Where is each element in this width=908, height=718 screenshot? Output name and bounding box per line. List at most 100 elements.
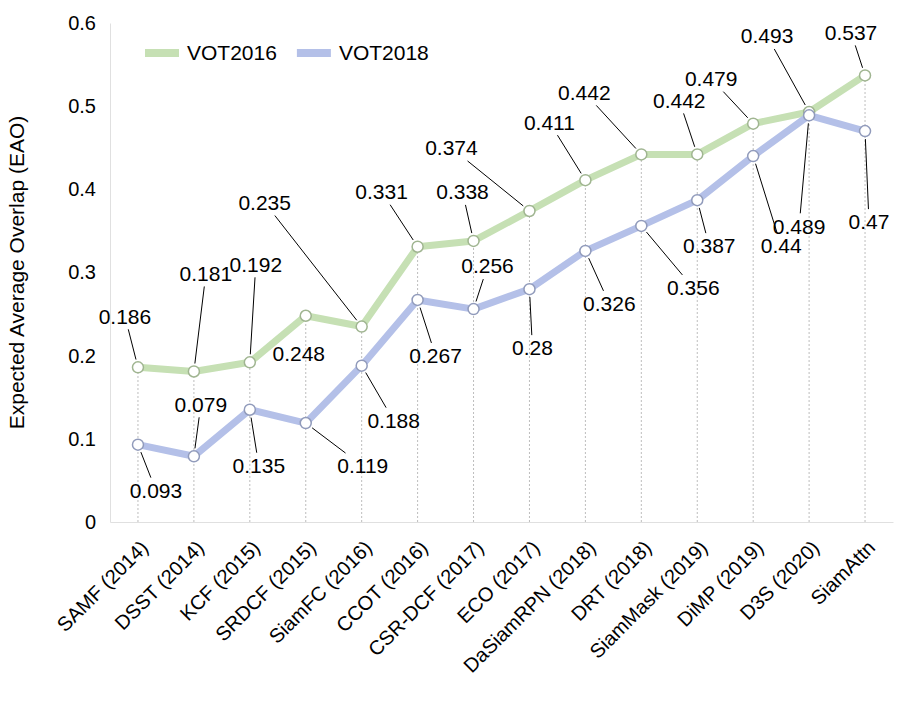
leader-line bbox=[646, 232, 682, 275]
point-marker bbox=[132, 439, 143, 450]
y-axis-title: Expected Average Overlap (EAO) bbox=[5, 116, 28, 430]
grid-line bbox=[697, 154, 698, 522]
x-axis-line bbox=[111, 522, 894, 523]
grid-line bbox=[473, 241, 474, 522]
x-tick-label: SRDCF (2015) bbox=[211, 536, 320, 645]
data-label: 0.374 bbox=[425, 136, 478, 159]
data-label: 0.331 bbox=[355, 180, 408, 203]
y-tick-label: 0.3 bbox=[68, 261, 96, 283]
data-labels: 0.186 0.1810.192 0.248 0.235 0.331 0.338 0.374… bbox=[99, 21, 890, 502]
y-tick: 0.3 bbox=[68, 261, 110, 283]
y-tick: 0.4 bbox=[68, 178, 110, 200]
data-label: 0.248 bbox=[272, 342, 325, 365]
leader-line bbox=[468, 161, 524, 206]
series-line bbox=[138, 115, 865, 456]
data-label: 0.235 bbox=[238, 191, 291, 214]
data-label: 0.256 bbox=[461, 254, 514, 277]
legend-swatch bbox=[145, 49, 179, 57]
data-label: 0.181 bbox=[180, 262, 233, 285]
point-marker bbox=[468, 235, 479, 246]
point-marker bbox=[300, 310, 311, 321]
y-tick: 0 bbox=[85, 511, 110, 533]
grid-line bbox=[361, 327, 362, 522]
point-marker bbox=[692, 149, 703, 160]
y-tick-label: 0.2 bbox=[68, 345, 96, 367]
grid-line bbox=[417, 247, 418, 522]
data-label: 0.28 bbox=[512, 336, 553, 359]
data-label: 0.47 bbox=[849, 210, 890, 233]
y-tick: 0.5 bbox=[68, 95, 110, 117]
y-tick: 0.1 bbox=[68, 428, 110, 450]
leader-line bbox=[855, 45, 862, 67]
data-label: 0.186 bbox=[99, 305, 152, 328]
point-marker bbox=[580, 175, 591, 186]
series-line bbox=[138, 75, 865, 371]
grid bbox=[138, 75, 865, 522]
y-tick: 0.6 bbox=[68, 12, 110, 34]
legend-label: VOT2016 bbox=[187, 41, 277, 64]
y-tick-label: 0.5 bbox=[68, 95, 96, 117]
data-label: 0.387 bbox=[683, 234, 736, 257]
data-label: 0.411 bbox=[524, 111, 575, 134]
legend-swatch bbox=[297, 49, 331, 57]
point-marker bbox=[748, 151, 759, 162]
grid-line bbox=[641, 154, 642, 522]
leader-line bbox=[684, 113, 695, 146]
leader-line bbox=[141, 452, 151, 478]
point-marker bbox=[300, 418, 311, 429]
leader-line bbox=[366, 373, 386, 408]
plot-area bbox=[132, 70, 870, 462]
leader-line bbox=[420, 308, 431, 343]
leader-line bbox=[774, 49, 805, 105]
data-label: 0.44 bbox=[761, 234, 802, 257]
point-marker bbox=[132, 362, 143, 373]
grid-line bbox=[529, 211, 530, 522]
data-label: 0.442 bbox=[653, 89, 706, 112]
leader-line bbox=[128, 329, 136, 359]
data-label: 0.188 bbox=[367, 409, 420, 432]
leader-line bbox=[530, 297, 532, 335]
x-tick: D3S (2020) bbox=[736, 522, 824, 624]
x-tick-label: SiamAttn bbox=[806, 536, 879, 609]
point-marker bbox=[412, 241, 423, 252]
x-tick-label: D3S (2020) bbox=[736, 536, 824, 624]
point-marker bbox=[524, 284, 535, 295]
data-label: 0.267 bbox=[409, 344, 462, 367]
y-axis: 0 0.1 0.2 0.3 0.4 0.5 0.6 bbox=[68, 12, 110, 533]
data-label: 0.192 bbox=[230, 253, 283, 276]
leader-line bbox=[251, 418, 257, 453]
x-tick: SiamFC (2016) bbox=[265, 522, 376, 648]
grid-line bbox=[249, 362, 250, 522]
data-label: 0.356 bbox=[667, 276, 720, 299]
x-tick: CSR-DCF (2017) bbox=[364, 522, 488, 660]
leader-line bbox=[275, 216, 357, 321]
point-marker bbox=[860, 70, 871, 81]
leader-line bbox=[800, 123, 808, 213]
leader-line bbox=[699, 208, 706, 233]
data-label: 0.079 bbox=[175, 393, 228, 416]
point-marker bbox=[188, 451, 199, 462]
data-label: 0.119 bbox=[337, 454, 388, 477]
data-label: 0.537 bbox=[825, 21, 878, 44]
point-marker bbox=[244, 357, 255, 368]
point-marker bbox=[468, 304, 479, 315]
leader-line bbox=[589, 258, 604, 291]
data-label: 0.338 bbox=[436, 180, 489, 203]
leader-line bbox=[312, 428, 345, 453]
y-tick: 0.2 bbox=[68, 345, 110, 367]
y-axis-line bbox=[110, 24, 111, 523]
leader-line bbox=[865, 139, 868, 209]
leader-line bbox=[596, 105, 636, 148]
data-label: 0.442 bbox=[558, 81, 611, 104]
leader-line bbox=[195, 417, 199, 448]
x-tick: SiamAttn bbox=[806, 522, 879, 609]
data-label: 0.493 bbox=[741, 24, 794, 47]
legend-label: VOT2018 bbox=[339, 41, 429, 64]
point-marker bbox=[804, 110, 815, 121]
point-marker bbox=[244, 404, 255, 415]
point-marker bbox=[524, 205, 535, 216]
leader-line bbox=[390, 205, 413, 240]
point-marker bbox=[356, 360, 367, 371]
point-marker bbox=[412, 294, 423, 305]
data-label: 0.489 bbox=[773, 215, 826, 238]
